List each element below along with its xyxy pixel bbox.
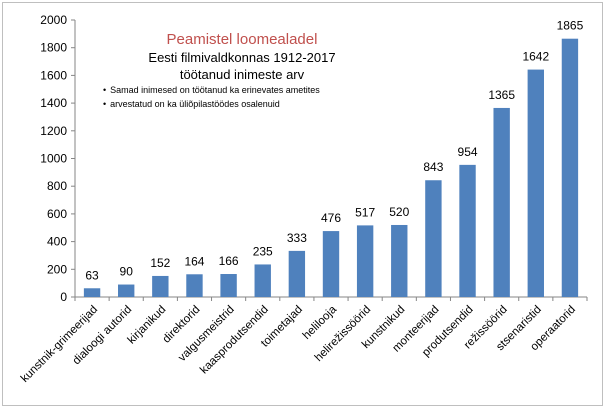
bar (527, 69, 544, 297)
y-tick-label: 2000 (40, 13, 67, 27)
bar (288, 250, 306, 297)
data-label: 333 (287, 231, 307, 245)
data-label: 63 (85, 268, 99, 282)
chart-subtitle-line-2: töötanud inimeste arv (179, 67, 305, 82)
bar (186, 274, 203, 297)
y-tick-label: 1000 (40, 152, 67, 166)
bar (254, 264, 271, 297)
bar (493, 107, 510, 297)
data-label: 152 (150, 256, 170, 270)
y-tick-label: 200 (47, 262, 67, 276)
data-label: 476 (321, 211, 341, 225)
data-label: 843 (423, 160, 443, 174)
bar (220, 274, 237, 297)
bar (391, 224, 408, 297)
data-label: 1365 (488, 88, 515, 102)
data-label: 517 (355, 205, 375, 219)
data-label: 520 (389, 205, 409, 219)
chart-notes: Samad inimesed on töötanud ka erinevates… (103, 83, 320, 111)
y-tick-label: 600 (47, 207, 67, 221)
bar (83, 288, 101, 297)
bar-chart: 020040060080010001200140016001800200063k… (19, 13, 588, 385)
data-label: 166 (219, 254, 239, 268)
data-label: 1642 (522, 50, 549, 64)
chart-note-2: arvestatud on ka üliõpilastöödes osalenu… (103, 97, 320, 111)
data-label: 954 (458, 145, 478, 159)
bar (459, 164, 476, 297)
chart-title: Peamistel loomealadel (166, 31, 318, 48)
bar (118, 284, 135, 297)
y-tick-label: 1200 (40, 124, 67, 138)
data-label: 90 (120, 265, 134, 279)
title-block: Peamistel loomealadel Eesti filmivaldkon… (97, 31, 387, 83)
y-tick-label: 0 (60, 290, 67, 304)
y-tick-label: 400 (47, 235, 67, 249)
data-label: 1865 (557, 19, 584, 33)
y-tick-label: 1600 (40, 68, 67, 82)
bar (356, 225, 374, 297)
y-tick-label: 1400 (40, 96, 67, 110)
bar (561, 38, 579, 297)
chart-subtitle-line-1: Eesti filmivaldkonnas 1912-2017 (148, 50, 336, 65)
bar (425, 180, 442, 297)
bar (152, 275, 169, 297)
data-label: 235 (253, 244, 273, 258)
bar (322, 231, 340, 297)
chart-frame: 0 200 400 600 800 1000 1200 1400 1600 1800 2000 63 k… (2, 2, 603, 406)
x-tick-label: dialoogi autorid (71, 304, 135, 368)
chart-note-1: Samad inimesed on töötanud ka erinevates… (103, 83, 320, 97)
data-label: 164 (184, 254, 204, 268)
y-tick-label: 1800 (40, 41, 67, 55)
y-tick-label: 800 (47, 179, 67, 193)
